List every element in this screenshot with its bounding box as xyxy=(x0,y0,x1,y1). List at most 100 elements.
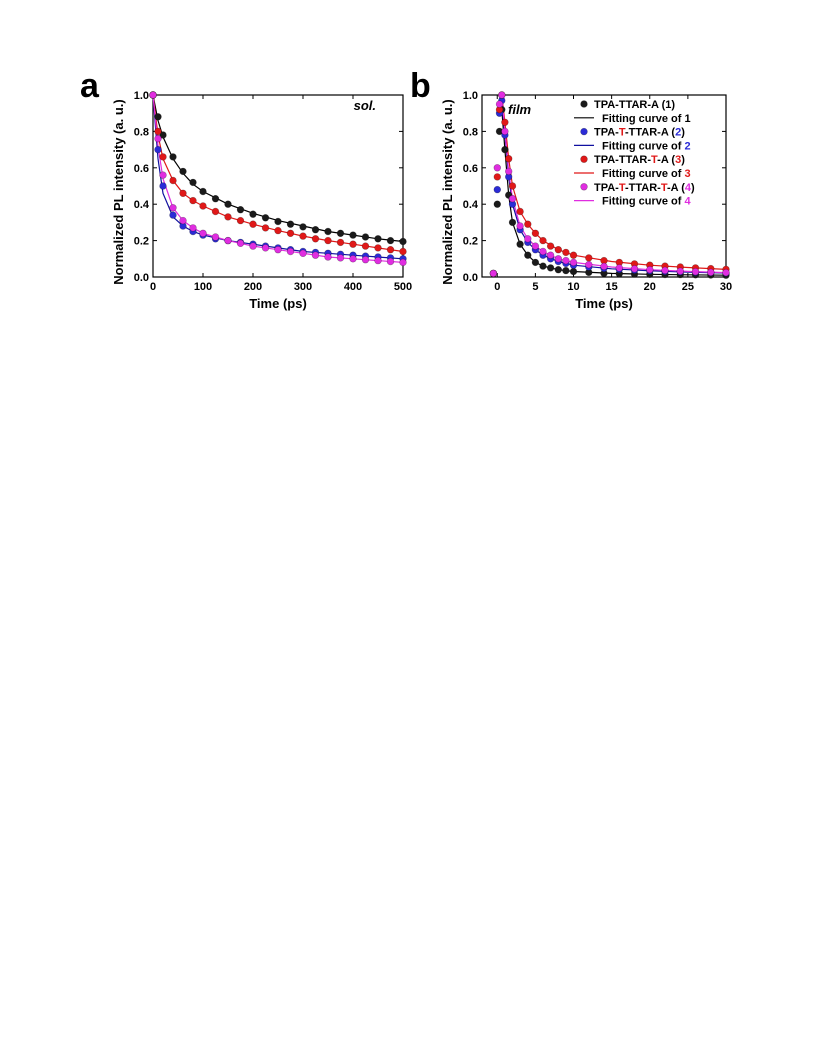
data-point-series-4 xyxy=(336,254,345,262)
data-point-series-1 xyxy=(501,145,509,154)
data-point-series-3 xyxy=(199,202,207,210)
data-point-series-3 xyxy=(159,153,167,161)
fit-curve-2 xyxy=(501,100,727,274)
x-tick-label: 0 xyxy=(494,281,500,293)
data-point-series-1 xyxy=(546,264,555,272)
data-point-series-4 xyxy=(169,204,177,212)
x-axis-title: Time (ps) xyxy=(249,296,307,311)
legend-label-part: T xyxy=(619,182,626,194)
data-point-series-3 xyxy=(524,220,532,228)
data-point-series-1 xyxy=(189,178,197,187)
panel-letter-a: a xyxy=(80,67,100,105)
legend-entry: TPA-TTAR-T-A (3) xyxy=(580,154,685,166)
legend-label: TPA-TTAR-T-A (3) xyxy=(594,154,685,166)
legend-marker-dot xyxy=(580,127,588,136)
legend-label: TPA-TTAR-A (1) xyxy=(594,99,675,111)
legend-marker-dot xyxy=(580,155,588,163)
data-point-series-4 xyxy=(189,224,197,232)
data-point-series-2 xyxy=(169,211,177,219)
data-point-series-4 xyxy=(531,242,540,250)
data-point-series-1 xyxy=(374,235,382,243)
legend-label-part: 4 xyxy=(685,182,692,194)
data-point-series-3 xyxy=(311,235,320,243)
data-point-series-4 xyxy=(676,267,684,275)
data-point-series-3 xyxy=(516,207,524,216)
legend-label-part: Fitting curve of xyxy=(602,196,685,208)
data-point-series-3 xyxy=(585,254,593,262)
data-point-series-4 xyxy=(261,244,270,252)
data-point-series-4 xyxy=(569,258,578,267)
data-point-series-3 xyxy=(501,118,509,127)
y-axis-title: Normalized PL intensity (a. u.) xyxy=(111,99,126,284)
data-point-series-3 xyxy=(531,229,540,238)
data-point-series-4 xyxy=(159,171,167,179)
y-tick-label: 0.2 xyxy=(463,236,478,248)
data-point-series-4 xyxy=(374,256,382,265)
legend-label-part: 2 xyxy=(685,140,691,152)
data-point-series-4 xyxy=(661,266,669,275)
legend-label-part: Fitting curve of xyxy=(602,168,685,180)
y-tick-label: 1.0 xyxy=(463,90,478,102)
x-tick-label: 500 xyxy=(394,281,412,293)
data-point-series-4 xyxy=(615,264,623,272)
y-tick-label: 0.4 xyxy=(134,199,150,211)
x-tick-label: 10 xyxy=(567,281,579,293)
data-point-series-4 xyxy=(386,257,395,266)
x-axis-title: Time (ps) xyxy=(575,296,633,311)
data-point-series-4 xyxy=(154,135,162,143)
data-point-series-4 xyxy=(630,265,639,273)
data-point-series-1 xyxy=(274,217,282,226)
data-point-series-1 xyxy=(516,240,524,248)
data-point-series-3 xyxy=(569,251,578,259)
data-point-series-4 xyxy=(562,256,570,265)
data-point-series-3 xyxy=(361,242,370,250)
chart-panel-a: 0 100 200 300 400 500 0.0 0.2 0.4 0.6 0.8 1.0 Time (… xyxy=(111,90,412,311)
data-point-series-4 xyxy=(361,256,370,264)
legend-label: TPA-T-TTAR-A (2) xyxy=(594,127,685,139)
data-point-series-3 xyxy=(224,213,232,221)
data-point-series-3 xyxy=(261,224,270,232)
legend-marker-dot xyxy=(580,183,588,191)
data-point-series-3 xyxy=(154,127,162,136)
legend-label-part: 3 xyxy=(685,168,691,180)
data-point-series-4 xyxy=(274,246,282,254)
data-point-series-1 xyxy=(531,258,540,267)
data-point-series-3 xyxy=(554,246,562,254)
data-point-series-1 xyxy=(324,227,332,236)
data-point-series-4 xyxy=(311,251,320,259)
data-point-series-4 xyxy=(493,164,501,172)
data-point-series-4 xyxy=(554,255,562,263)
data-point-series-4 xyxy=(646,266,654,274)
legend-label-part: T xyxy=(619,127,626,139)
legend-label-part: -A ( xyxy=(667,182,685,194)
data-point-series-3 xyxy=(505,155,513,163)
data-point-series-3 xyxy=(189,196,197,205)
legend-label-part: Fitting curve of 1 xyxy=(602,113,691,125)
data-point-series-1 xyxy=(508,218,517,227)
data-point-series-4 xyxy=(539,247,547,256)
legend-label-part: -A ( xyxy=(657,154,675,166)
data-point-series-4 xyxy=(489,269,498,278)
data-point-series-4 xyxy=(349,255,357,263)
data-point-series-3 xyxy=(274,226,282,235)
x-tick-label: 400 xyxy=(344,281,362,293)
x-tick-label: 300 xyxy=(294,281,312,293)
legend-entry: TPA-TTAR-A (1) xyxy=(580,99,675,111)
data-point-series-4 xyxy=(399,258,407,267)
data-point-series-4 xyxy=(722,268,730,277)
panel-annotation: sol. xyxy=(354,98,376,113)
y-tick-label: 0.4 xyxy=(463,199,479,211)
data-point-series-3 xyxy=(336,238,345,247)
data-point-series-2 xyxy=(493,185,501,194)
panel-letter-b: b xyxy=(410,67,431,105)
data-point-series-4 xyxy=(505,167,513,176)
legend-label-part: ) xyxy=(691,182,695,194)
chart-panel-b: 0 5 10 15 20 25 30 0.0 0.2 0.4 0.6 0.8 1.0 Time (ps) N… xyxy=(440,90,732,311)
data-point-series-3 xyxy=(236,216,245,225)
legend-label-part: TPA- xyxy=(594,182,619,194)
panel-annotation: film xyxy=(508,102,532,117)
legend-label: Fitting curve of 2 xyxy=(602,140,691,152)
data-point-series-1 xyxy=(311,226,320,234)
data-point-series-1 xyxy=(386,236,395,245)
